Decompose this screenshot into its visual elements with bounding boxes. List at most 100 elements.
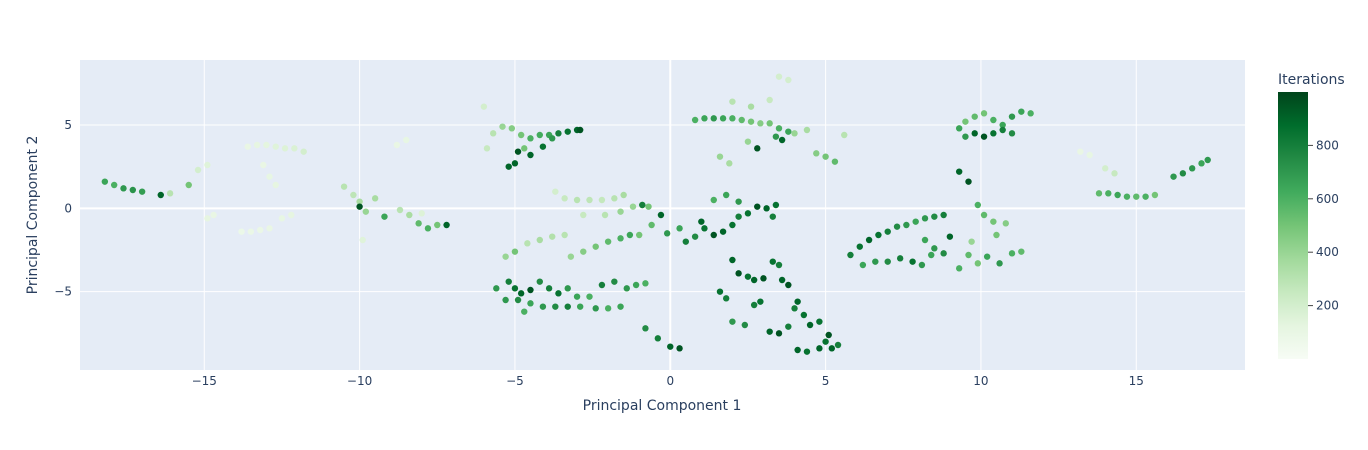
x-tick-label: 0 (666, 374, 674, 388)
data-point (912, 218, 919, 225)
data-point (884, 258, 891, 265)
data-point (654, 335, 662, 342)
data-point (766, 120, 773, 127)
data-point (489, 130, 497, 137)
data-point (676, 225, 683, 232)
data-point (834, 341, 842, 349)
data-point (682, 238, 689, 245)
data-point (418, 210, 425, 217)
data-point (266, 225, 273, 232)
data-point (722, 191, 730, 199)
data-point (726, 160, 733, 167)
data-point (965, 251, 972, 259)
data-point (157, 191, 164, 199)
data-point (371, 195, 379, 202)
data-point (791, 305, 798, 312)
data-point (856, 243, 863, 250)
data-point (928, 251, 935, 259)
data-point (816, 345, 823, 352)
colorbar-gradient (1278, 92, 1308, 359)
data-point (281, 145, 289, 152)
data-point (517, 131, 525, 139)
data-point (567, 253, 575, 260)
data-point (561, 195, 568, 202)
data-point (502, 296, 509, 304)
data-point (642, 325, 649, 332)
data-point (710, 231, 717, 239)
data-point (1027, 110, 1034, 117)
data-point (716, 153, 724, 160)
data-point (101, 178, 109, 185)
data-point (210, 211, 217, 219)
data-point (511, 160, 519, 167)
data-point (729, 221, 736, 229)
data-point (266, 173, 273, 180)
data-point (772, 133, 780, 140)
data-point (260, 161, 267, 169)
data-point (722, 295, 730, 302)
data-point (166, 190, 174, 197)
data-point (968, 238, 975, 245)
data-point (965, 178, 972, 185)
data-point (403, 136, 410, 144)
data-point (576, 126, 584, 134)
data-point (396, 206, 404, 214)
data-point (719, 115, 727, 122)
data-point (735, 213, 742, 220)
data-point (356, 203, 363, 210)
data-point (757, 298, 764, 305)
data-point (549, 233, 556, 240)
data-point (698, 218, 705, 225)
x-tick-label: −10 (347, 374, 372, 388)
data-point (980, 211, 988, 219)
data-point (592, 243, 599, 250)
data-point (521, 145, 528, 152)
data-point (545, 285, 553, 292)
data-point (955, 125, 963, 132)
data-point (909, 258, 916, 265)
data-point (719, 228, 727, 235)
data-point (940, 250, 947, 257)
data-point (1111, 170, 1118, 177)
data-point (996, 260, 1003, 267)
data-point (921, 236, 929, 244)
data-point (194, 166, 202, 174)
data-point (999, 126, 1006, 134)
data-point (962, 118, 969, 125)
colorbar-tick-label: 600 (1316, 192, 1339, 206)
x-tick-label: −5 (506, 374, 524, 388)
data-point (539, 303, 547, 310)
data-point (524, 240, 531, 247)
data-point (875, 231, 882, 239)
data-point (747, 103, 755, 110)
data-point (918, 261, 926, 269)
data-point (617, 303, 624, 310)
data-point (1188, 165, 1196, 172)
data-point (775, 73, 783, 80)
data-point (291, 145, 298, 152)
data-point (623, 285, 630, 292)
data-point (729, 256, 736, 264)
data-point (1170, 173, 1177, 180)
data-point (701, 225, 708, 232)
data-point (1142, 193, 1149, 200)
data-point (744, 273, 752, 280)
data-point (204, 161, 211, 169)
data-point (841, 131, 848, 139)
data-point (527, 300, 534, 307)
data-point (508, 125, 516, 132)
data-point (785, 281, 792, 289)
data-point (971, 130, 978, 137)
data-point (505, 163, 512, 170)
data-point (983, 253, 991, 260)
data-point (778, 136, 786, 144)
data-point (980, 133, 988, 140)
data-point (505, 278, 512, 285)
x-tick-label: 10 (973, 374, 988, 388)
data-point (778, 276, 786, 284)
data-point (536, 236, 543, 244)
data-point (1105, 190, 1112, 197)
data-point (1002, 220, 1009, 227)
data-point (514, 148, 522, 155)
data-point (729, 318, 736, 325)
